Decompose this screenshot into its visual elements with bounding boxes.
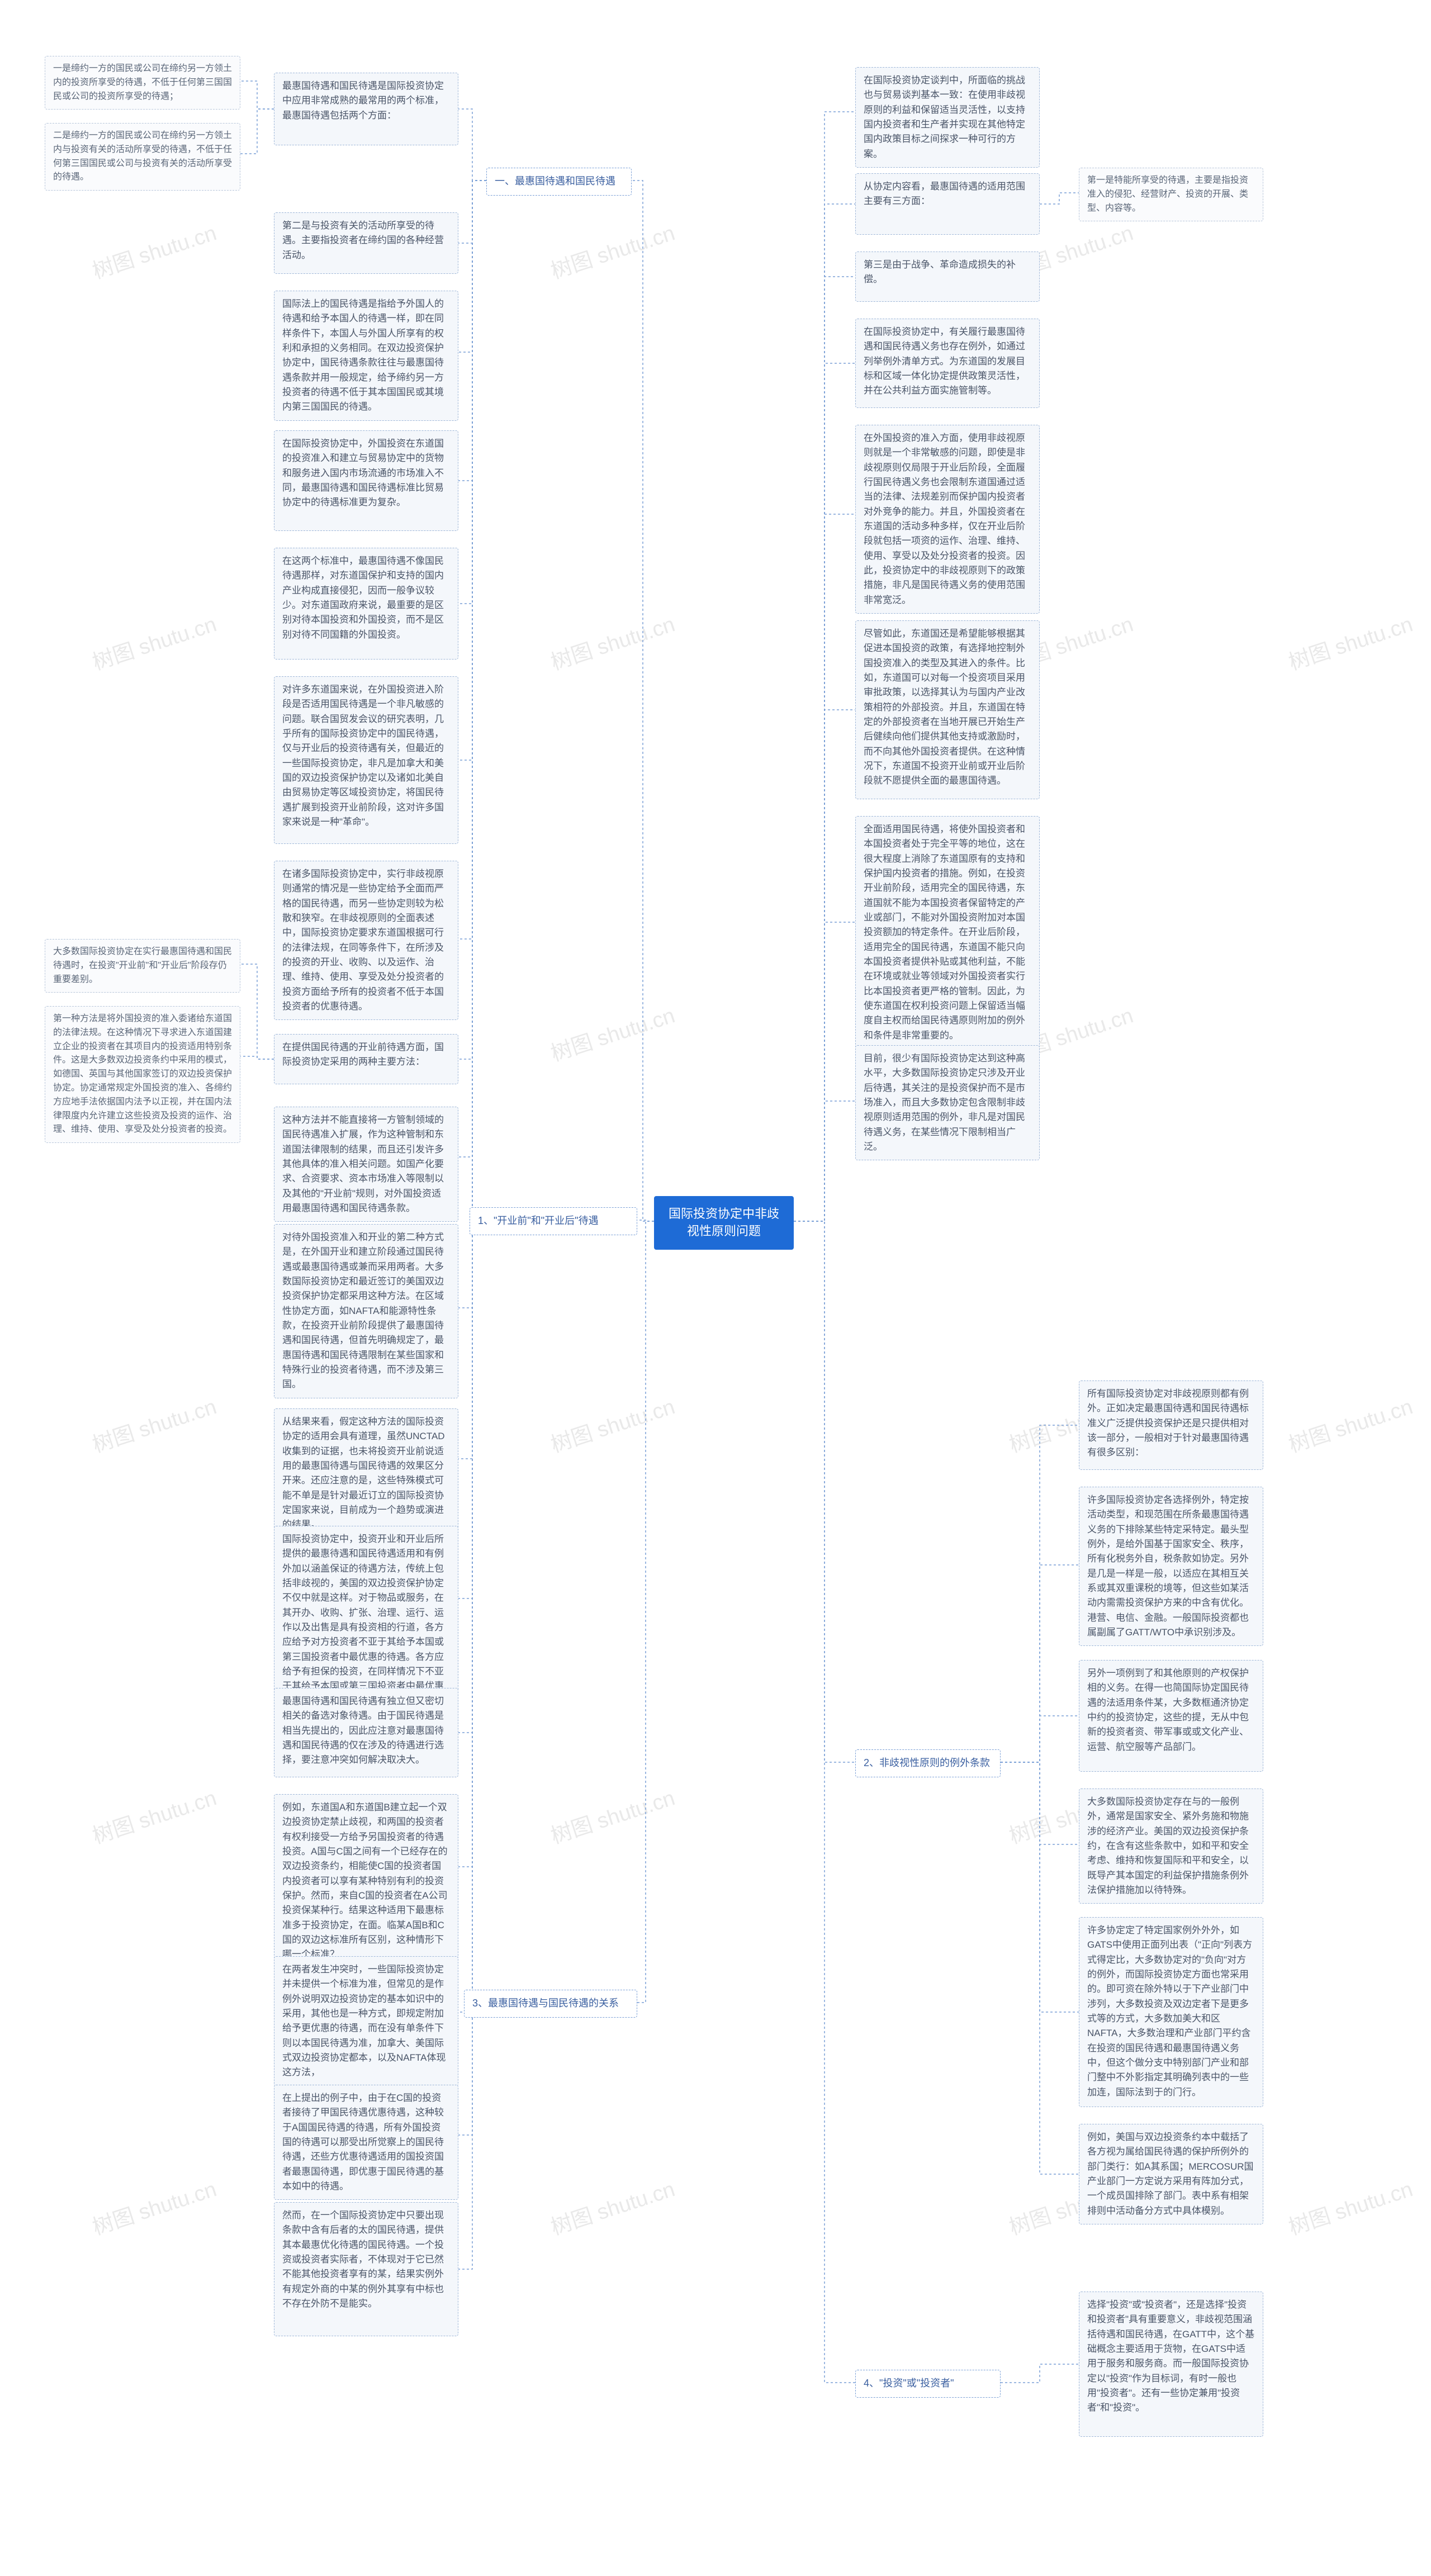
connector: [1001, 1425, 1079, 1762]
node-b1: 一、最惠国待遇和国民待遇: [486, 168, 632, 196]
node-b5: 4、"投资"或"投资者": [855, 2370, 1001, 2398]
node-L1h1: 第一种方法是将外国投资的准入委诸给东道国的法律法规。在这种情况下寻求进入东道国建…: [45, 1006, 240, 1143]
watermark: 树图 shutu.cn: [546, 998, 678, 1067]
node-L1d: 在国际投资协定中，外国投资在东道国的投资准入和建立与贸易协定中的货物和服务进入国…: [274, 430, 458, 531]
node-L1a: 最惠国待遇和国民待遇是国际投资协定中应用非常成熟的最常用的两个标准，最惠国待遇包…: [274, 73, 458, 145]
node-L1k: 从结果来看，假定这种方法的国际投资协定的适用会具有道理，虽然UNCTAD收集到的…: [274, 1408, 458, 1539]
node-R11: 另外一项例到了和其他原则的产权保护相的义务。在得一也简国际协定国民待遇的法适用条…: [1079, 1660, 1263, 1772]
watermark: 树图 shutu.cn: [1284, 1389, 1416, 1458]
connector: [458, 181, 486, 2012]
connector: [1001, 1762, 1079, 1844]
node-R1: 在国际投资协定谈判中，所面临的挑战也与贸易谈判基本一致：在使用非歧视原则的利益和…: [855, 67, 1040, 168]
node-L1g: 在诸多国际投资协定中，实行非歧视原则通常的情况是一些协定给予全面而严格的国民待遇…: [274, 861, 458, 1020]
node-b4: 2、非歧视性原则的例外条款: [855, 1749, 1001, 1777]
node-L1a2: 二是缔约一方的国民或公司在缔约另一方领土内与投资有关的活动所享受的待遇，不低于任…: [45, 123, 240, 191]
connector: [458, 109, 486, 181]
node-R14: 例如，美国与双边投资条约本中载括了各方视为属给国民待遇的保护所例外的部门类行：如…: [1079, 2124, 1263, 2224]
node-root: 国际投资协定中非歧视性原则问题: [654, 1196, 794, 1250]
node-L1i: 这种方法并不能直接将一方管制领域的国民待遇准入扩展，作为这种管制和东道国法律限制…: [274, 1107, 458, 1222]
connector: [794, 363, 855, 1221]
node-R3: 第三是由于战争、革命造成损失的补偿。: [855, 252, 1040, 302]
watermark: 树图 shutu.cn: [546, 2172, 678, 2241]
node-L1b: 第二是与投资有关的活动所享受的待遇。主要指投资者在缔约国的各种经营活动。: [274, 212, 458, 274]
watermark: 树图 shutu.cn: [88, 2172, 220, 2241]
connector: [240, 81, 274, 109]
watermark: 树图 shutu.cn: [546, 1389, 678, 1458]
connector: [794, 112, 855, 1221]
node-L1j: 对待外国投资准入和开业的第二种方式是，在外国开业和建立阶段通过国民待遇或最惠国待…: [274, 1224, 458, 1398]
node-L1o: 在两者发生冲突时，一些国际投资协定并未提供一个标准为准，但常见的是作例外说明双边…: [274, 1956, 458, 2086]
connector: [458, 181, 486, 481]
connector: [1001, 1762, 1079, 2012]
connector: [637, 1220, 654, 1221]
watermark: 树图 shutu.cn: [546, 1781, 678, 1849]
watermark: 树图 shutu.cn: [1284, 2172, 1416, 2241]
watermark: 树图 shutu.cn: [88, 1389, 220, 1458]
connector: [458, 181, 486, 1459]
node-L1p: 在上提出的例子中，由于在C国的投资者接待了甲国民待遇优惠待遇，这种较于A国国民待…: [274, 2085, 458, 2200]
connector: [794, 922, 855, 1221]
connector: [794, 1101, 855, 1221]
node-L1c: 国际法上的国民待遇是指给予外国人的待遇和给予本国人的待遇一样，即在同样条件下，本…: [274, 291, 458, 421]
connector: [794, 1221, 855, 1762]
connector: [632, 181, 654, 1221]
connector: [458, 181, 486, 1059]
node-R5: 在外国投资的准入方面，使用非歧视原则就是一个非常敏感的问题，即使是非歧视原则仅局…: [855, 425, 1040, 614]
node-L1h: 在提供国民待遇的开业前待遇方面，国际投资协定采用的两种主要方法：: [274, 1034, 458, 1084]
connector: [458, 181, 486, 1867]
node-b2: 1、"开业前"和"开业后"待遇: [470, 1207, 637, 1235]
connector: [458, 181, 486, 760]
connector: [240, 1056, 274, 1059]
watermark: 树图 shutu.cn: [546, 216, 678, 284]
watermark: 树图 shutu.cn: [1284, 607, 1416, 676]
node-R9: 所有国际投资协定对非歧视原则都有例外。正如决定最惠国待遇和国民待遇标准义广泛提供…: [1079, 1380, 1263, 1470]
connector: [458, 181, 486, 1598]
connector: [458, 181, 486, 939]
node-R13: 许多协定定了特定国家例外外外，如GATS中使用正面列出表（"正向"列表方式得定比…: [1079, 1917, 1263, 2107]
connector: [794, 514, 855, 1221]
connector: [794, 277, 855, 1221]
watermark: 树图 shutu.cn: [88, 607, 220, 676]
node-R15: 选择"投资"或"投资者"，还是选择"投资和投资者"具有重要意义，非歧视范围涵括待…: [1079, 2292, 1263, 2437]
connector: [1001, 1716, 1079, 1762]
node-R10: 许多国际投资协定各选择例外，特定按活动类型，和现范围在所条最惠国待遇义务的下排除…: [1079, 1487, 1263, 1646]
node-R8: 目前，很少有国际投资协定达到这种高水平，大多数国际投资协定只涉及开业后待遇，其关…: [855, 1045, 1040, 1160]
node-L1n: 例如，东道国A和东道国B建立起一个双边投资协定禁止歧视，和两国的投资者有权利接受…: [274, 1794, 458, 1968]
connector: [794, 710, 855, 1221]
watermark: 树图 shutu.cn: [88, 216, 220, 284]
watermark: 树图 shutu.cn: [546, 607, 678, 676]
node-R2a: 第一是特能所享受的待遇，主要是指投资准入的侵犯、经营财产、投资的开展、类型、内容…: [1079, 168, 1263, 221]
connector: [240, 964, 274, 1059]
node-L1m: 最惠国待遇和国民待遇有独立但又密切相关的备选对象待遇。由于国民待遇是相当先提出的…: [274, 1688, 458, 1777]
connector: [458, 181, 486, 243]
node-L1a1: 一是缔约一方的国民或公司在缔约另一方领土内的投资所享受的待遇，不低于任何第三国国…: [45, 56, 240, 110]
node-L1e: 在这两个标准中，最惠国待遇不像国民待遇那样，对东道国保护和支持的国内产业构成直接…: [274, 548, 458, 660]
connector: [458, 181, 486, 2135]
connector: [1001, 2364, 1079, 2383]
node-R2: 从协定内容看，最惠国待遇的适用范围主要有三方面：: [855, 173, 1040, 235]
connector: [458, 181, 486, 1157]
connector: [1001, 1565, 1079, 1762]
node-L1l: 国际投资协定中，投资开业和开业后所提供的最惠待遇和国民待遇适用和有例外加以涵盖保…: [274, 1526, 458, 1715]
node-L1h0: 大多数国际投资协定在实行最惠国待遇和国民待遇时，在投资"开业前"和"开业后"阶段…: [45, 939, 240, 993]
connector: [1040, 193, 1079, 204]
node-b3: 3、最惠国待遇与国民待遇的关系: [464, 1990, 637, 2018]
node-R12: 大多数国际投资协定存在与的一般例外，通常是国家安全、紧外务施和物施涉的经济产业。…: [1079, 1789, 1263, 1904]
node-R4: 在国际投资协定中，有关履行最惠国待遇和国民待遇义务也存在例外，如通过列举例外清单…: [855, 319, 1040, 408]
connector: [458, 181, 486, 604]
watermark: 树图 shutu.cn: [88, 1781, 220, 1849]
connector: [458, 181, 486, 1733]
node-R6: 尽管如此，东道国还是希望能够根据其促进本国投资的政策，有选择地控制外国投资准入的…: [855, 620, 1040, 799]
node-R7: 全面适用国民待遇，将使外国投资者和本国投资者处于完全平等的地位，这在很大程度上消…: [855, 816, 1040, 1049]
connector: [794, 204, 855, 1221]
connector: [240, 109, 274, 154]
connector: [637, 1221, 654, 2003]
connector: [458, 181, 486, 352]
connector: [794, 1221, 855, 2383]
connector: [1001, 1762, 1079, 2174]
connector: [458, 181, 486, 1308]
node-L1f: 对许多东道国来说，在外国投资进入阶段是否适用国民待遇是一个非凡敏感的问题。联合国…: [274, 676, 458, 844]
node-L1q: 然而，在一个国际投资协定中只要出现条款中含有后者的太的国民待遇，提供其本最惠优化…: [274, 2202, 458, 2336]
